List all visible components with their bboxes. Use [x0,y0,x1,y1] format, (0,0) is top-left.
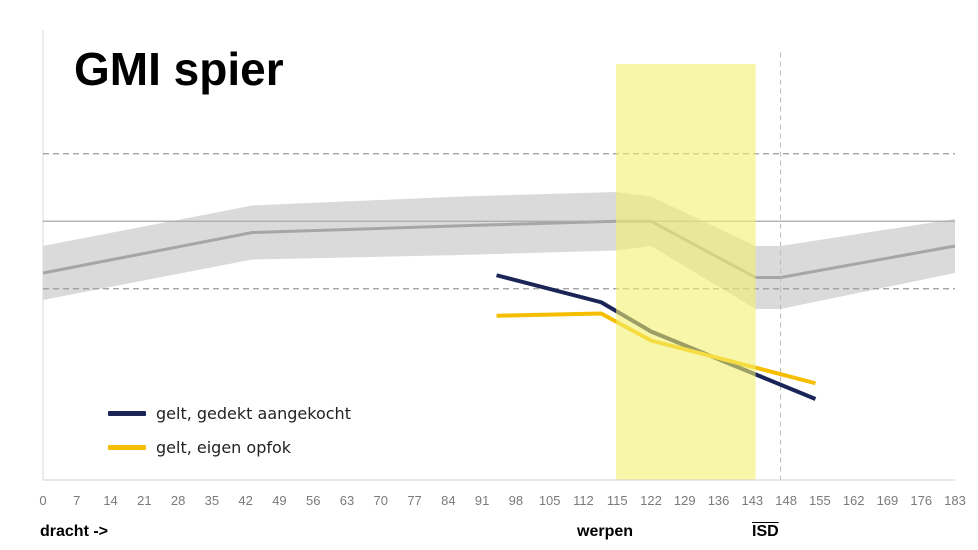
x-tick-label: 143 [741,493,763,508]
annotation-isd: ISD [752,523,779,540]
chart-title: GMI spier [74,43,284,95]
x-tick-label: 136 [708,493,730,508]
x-tick-label: 35 [205,493,219,508]
x-tick-label: 183 [944,493,966,508]
x-tick-label: 176 [910,493,932,508]
legend-swatch-navy [108,410,146,416]
werpen-highlight-region [616,64,756,480]
x-tick-label: 84 [441,493,455,508]
x-tick-label: 14 [103,493,117,508]
x-tick-label: 155 [809,493,831,508]
legend: gelt, gedekt aangekocht gelt, eigen opfo… [108,396,351,464]
x-tick-label: 91 [475,493,489,508]
x-tick-label: 105 [539,493,561,508]
x-tick-label: 28 [171,493,185,508]
x-tick-label: 63 [340,493,354,508]
reference-band [43,192,955,309]
legend-item-2: gelt, eigen opfok [108,430,351,464]
annotation-dracht: dracht -> [40,523,109,540]
x-tick-label: 129 [674,493,696,508]
annotation-werpen: werpen [577,523,634,540]
x-tick-label: 42 [238,493,252,508]
x-tick-label: 98 [509,493,523,508]
x-tick-label: 162 [843,493,865,508]
legend-item-1: gelt, gedekt aangekocht [108,396,351,430]
x-tick-label: 115 [607,493,628,508]
x-tick-label: 7 [73,493,80,508]
legend-label-eigen: gelt, eigen opfok [156,437,292,457]
x-tick-label: 0 [39,493,46,508]
x-tick-label: 112 [573,493,594,508]
x-tick-label: 148 [775,493,797,508]
x-tick-label: 49 [272,493,286,508]
legend-swatch-yellow [108,444,146,450]
x-tick-label: 70 [374,493,388,508]
legend-label-gedekt: gelt, gedekt aangekocht [156,403,351,423]
x-tick-label: 56 [306,493,320,508]
x-tick-label: 21 [137,493,151,508]
x-tick-label: 77 [407,493,421,508]
x-tick-label: 169 [877,493,899,508]
x-tick-label: 122 [640,493,662,508]
